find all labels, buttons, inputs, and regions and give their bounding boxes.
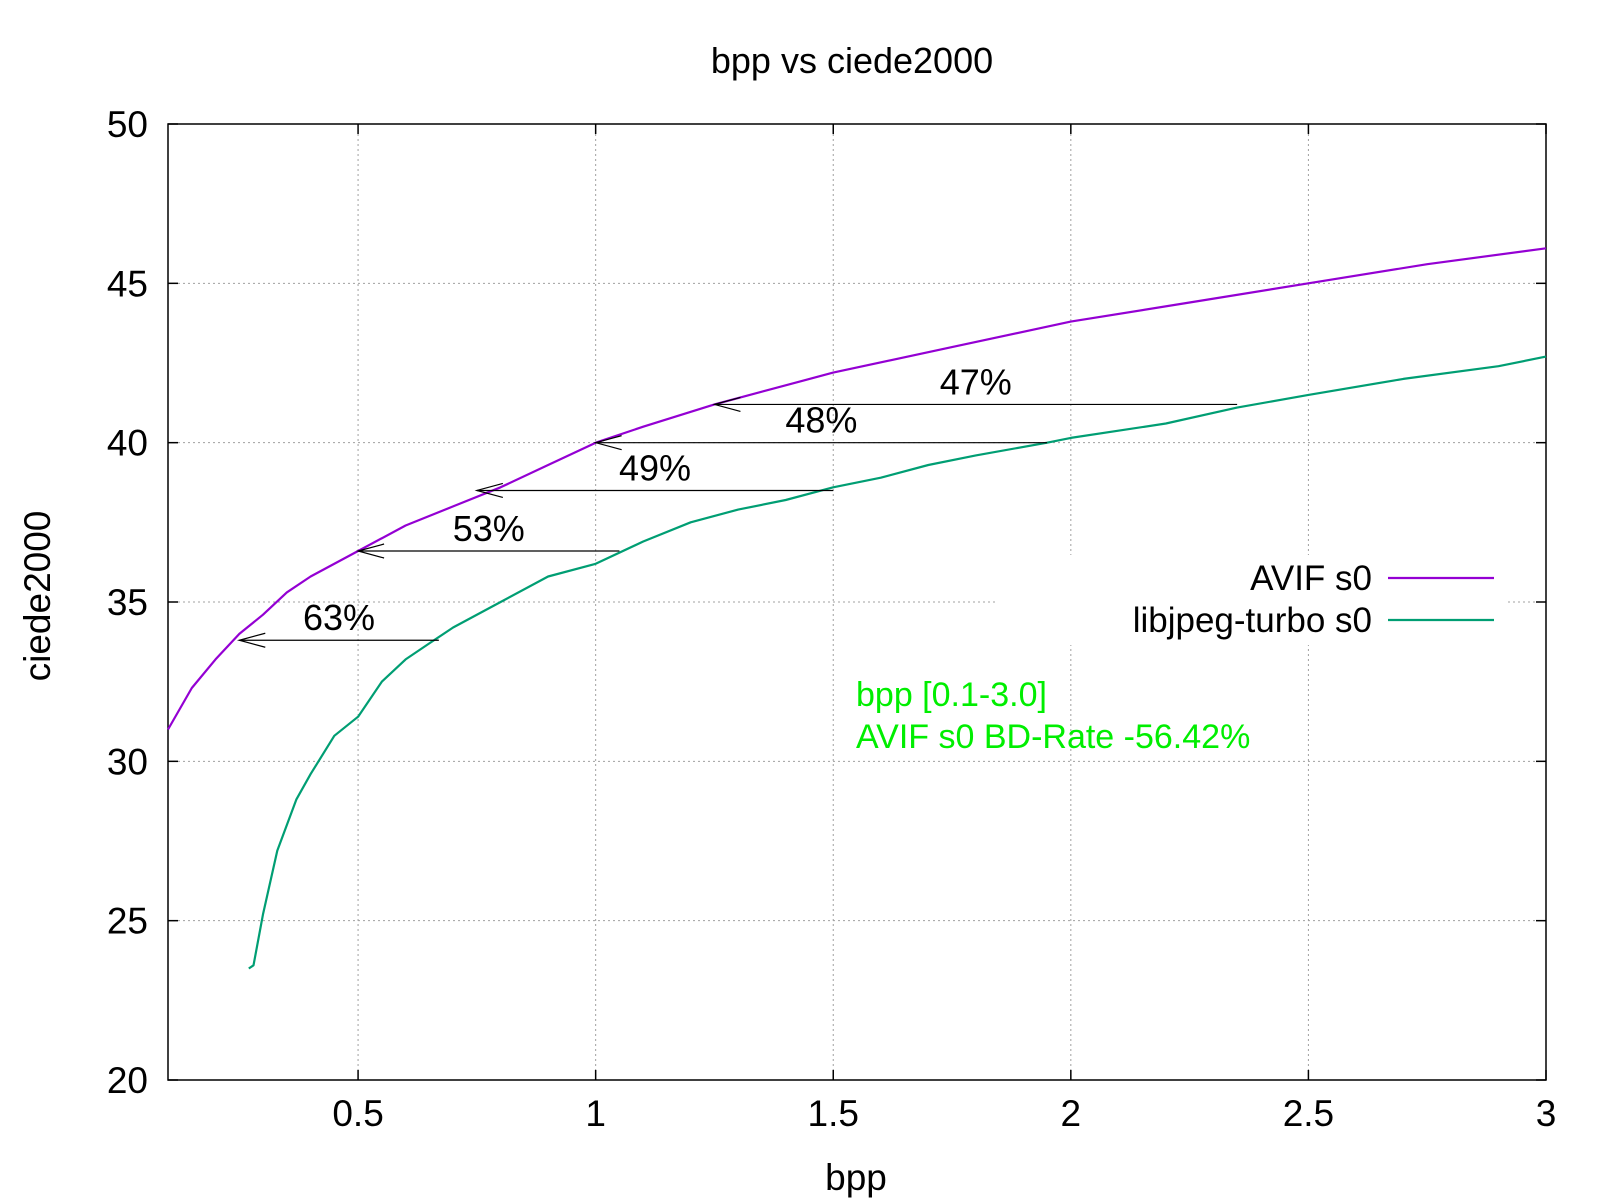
- series-line-libjpeg: [248, 355, 1547, 970]
- y-tick-label: 45: [107, 263, 148, 304]
- x-tick-label: 0.5: [332, 1093, 383, 1134]
- annotation-arrowhead: [593, 435, 622, 451]
- x-tick-label: 2.5: [1283, 1093, 1334, 1134]
- y-tick-label: 20: [107, 1060, 148, 1101]
- x-tick-label: 2: [1061, 1093, 1082, 1134]
- annotation-arrowhead: [712, 396, 741, 413]
- annotation-arrowhead: [236, 632, 266, 648]
- y-tick-label: 35: [107, 582, 148, 623]
- series-layer: [167, 247, 1547, 970]
- y-axis-label: ciede2000: [17, 511, 58, 682]
- legend-label: libjpeg-turbo s0: [1133, 601, 1372, 640]
- annotation-arrowhead: [355, 543, 385, 559]
- annotation-layer: 47% 48% 49% 53% 63%: [236, 361, 1238, 648]
- y-tick-label: 40: [107, 423, 148, 464]
- series-line-avif: [167, 247, 1547, 731]
- axis-ticks: 0.5 1 1.5 2 2.5 3 20 25 30 35 40 45 50: [107, 104, 1556, 1134]
- annotation-label: 53%: [453, 508, 525, 549]
- grid: [168, 124, 1546, 1080]
- y-tick-label: 25: [107, 901, 148, 942]
- x-axis-label: bpp: [825, 1157, 887, 1198]
- y-tick-label: 30: [107, 741, 148, 782]
- annotation-label: 48%: [785, 400, 857, 441]
- bd-rate-note: bpp [0.1-3.0]: [856, 676, 1047, 714]
- x-tick-label: 1.5: [808, 1093, 859, 1134]
- legend-background: [998, 555, 1508, 645]
- bd-rate-note: AVIF s0 BD-Rate -56.42%: [856, 718, 1250, 756]
- annotation-label: 49%: [619, 447, 691, 488]
- legend-label: AVIF s0: [1250, 559, 1372, 598]
- x-tick-label: 1: [585, 1093, 606, 1134]
- bd-rate-notes: bpp [0.1-3.0] AVIF s0 BD-Rate -56.42%: [856, 676, 1250, 756]
- annotation-label: 47%: [940, 361, 1012, 402]
- annotation-label: 63%: [303, 597, 375, 638]
- annotation-arrowhead: [474, 482, 504, 499]
- y-tick-label: 50: [107, 104, 148, 145]
- chart-title: bpp vs ciede2000: [711, 40, 993, 81]
- x-tick-label: 3: [1536, 1093, 1557, 1134]
